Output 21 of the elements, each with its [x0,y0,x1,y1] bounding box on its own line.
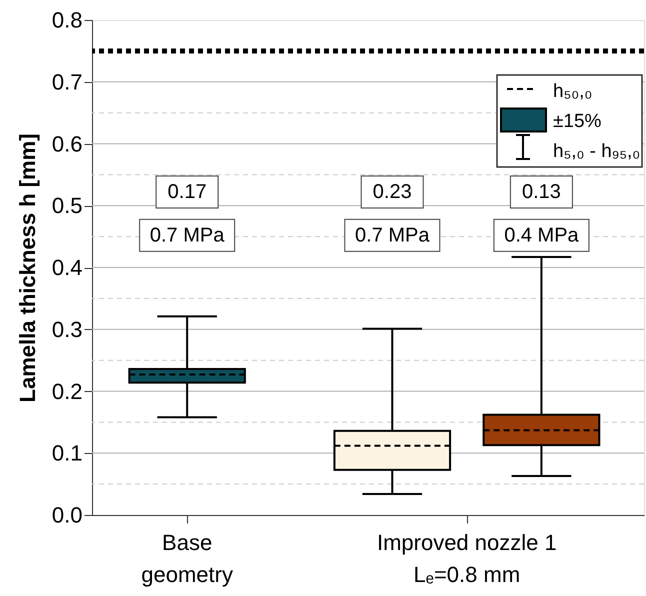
annotation: 0.7 MPa [150,224,226,246]
annotation: 0.7 MPa [355,224,430,246]
y-tick-label: 0.4 [52,255,82,280]
x-tick-label: Base geometry [141,530,233,587]
annotation: 0.23 [372,181,412,204]
annotation: h₅,₀ - h₉₅,₀ [553,141,640,162]
y-tick-label: 0.0 [52,502,82,528]
y-tick-label: 0.2 [52,378,82,404]
annotation: 0.4 MPa [504,224,580,246]
y-tick-label: 0.1 [52,440,82,466]
y-tick-label: 0.3 [52,316,82,342]
y-tick-label: 0.7 [52,69,82,94]
y-tick-label: 0.6 [52,131,82,156]
y-axis-title: Lamella thickness h [mm] [14,134,40,402]
y-tick-label: 0.5 [52,193,82,218]
annotation: 0.17 [168,181,207,204]
annotation: ±15% [553,111,602,132]
y-tick-label: 0.8 [52,8,82,32]
x-tick-label: Improved nozzle 1 Lₑ=0.8 mm [376,530,557,587]
annotation: h₅₀,₀ [553,81,592,102]
annotation: 0.13 [522,181,561,204]
